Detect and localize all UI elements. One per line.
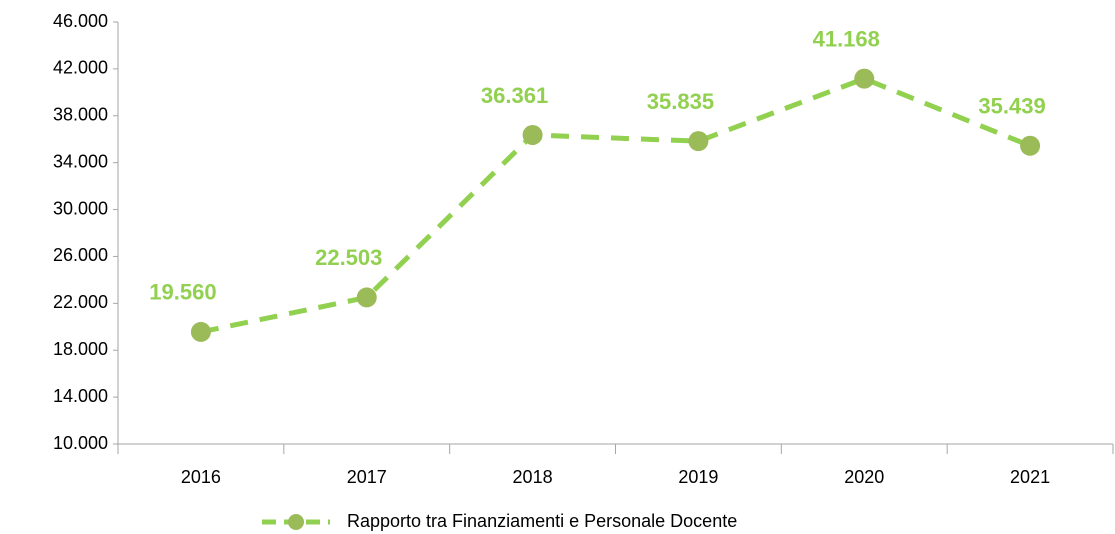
x-tick-label: 2016 <box>181 467 221 487</box>
y-tick-label: 26.000 <box>53 245 108 265</box>
data-label: 36.361 <box>481 83 548 108</box>
y-tick-label: 42.000 <box>53 58 108 78</box>
x-tick-label: 2020 <box>844 467 884 487</box>
y-tick-label: 22.000 <box>53 292 108 312</box>
marker <box>688 131 709 152</box>
y-tick-label: 30.000 <box>53 198 108 218</box>
x-tick-label: 2021 <box>1010 467 1050 487</box>
marker <box>522 124 543 145</box>
marker <box>854 68 875 89</box>
marker <box>190 321 211 342</box>
data-label: 35.835 <box>647 89 714 114</box>
data-label: 22.503 <box>315 245 382 270</box>
marker <box>1020 135 1041 156</box>
data-label: 19.560 <box>149 280 216 305</box>
series-line <box>200 75 1032 335</box>
y-tick-label: 14.000 <box>53 386 108 406</box>
y-tick-label: 38.000 <box>53 105 108 125</box>
y-tick-label: 46.000 <box>53 11 108 31</box>
legend-label: Rapporto tra Finanziamenti e Personale D… <box>347 511 737 531</box>
legend-marker <box>288 514 304 530</box>
y-tick-label: 34.000 <box>53 151 108 171</box>
x-tick-label: 2018 <box>513 467 553 487</box>
marker <box>356 287 377 308</box>
x-tick-label: 2017 <box>347 467 387 487</box>
data-label: 41.168 <box>813 26 880 51</box>
x-tick-label: 2019 <box>678 467 718 487</box>
y-tick-label: 10.000 <box>53 433 108 453</box>
y-tick-label: 18.000 <box>53 339 108 359</box>
data-label: 35.439 <box>978 94 1045 119</box>
